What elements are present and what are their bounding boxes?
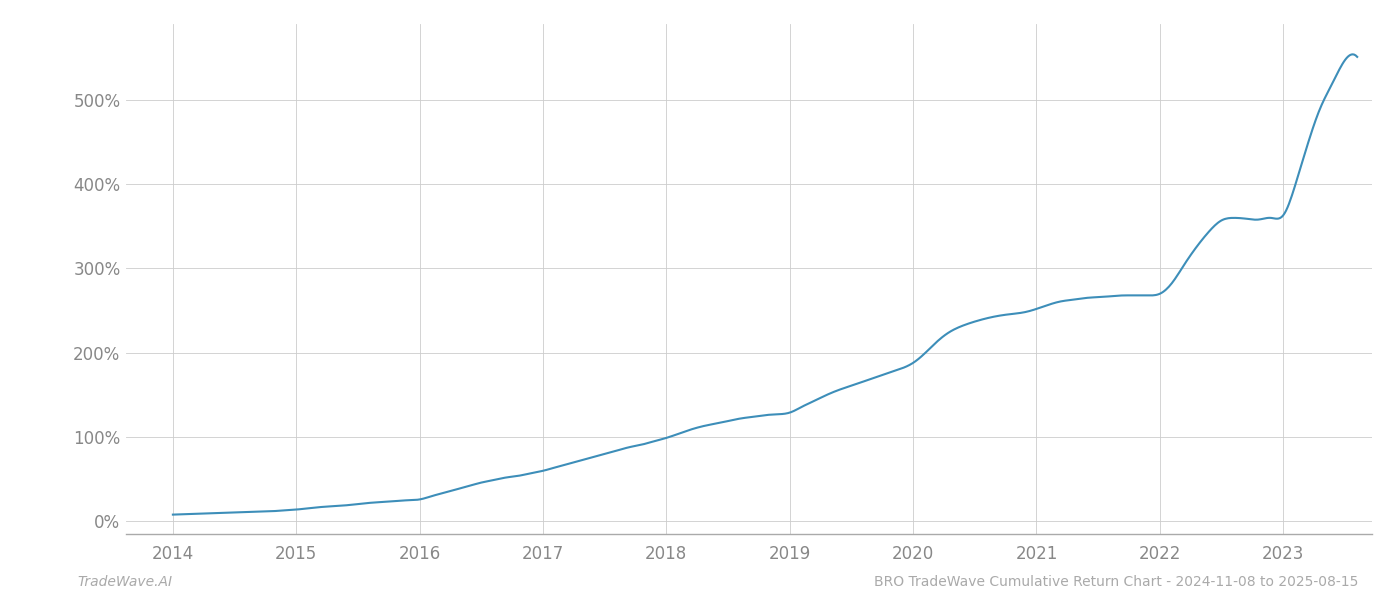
Text: TradeWave.AI: TradeWave.AI <box>77 575 172 589</box>
Text: BRO TradeWave Cumulative Return Chart - 2024-11-08 to 2025-08-15: BRO TradeWave Cumulative Return Chart - … <box>874 575 1358 589</box>
